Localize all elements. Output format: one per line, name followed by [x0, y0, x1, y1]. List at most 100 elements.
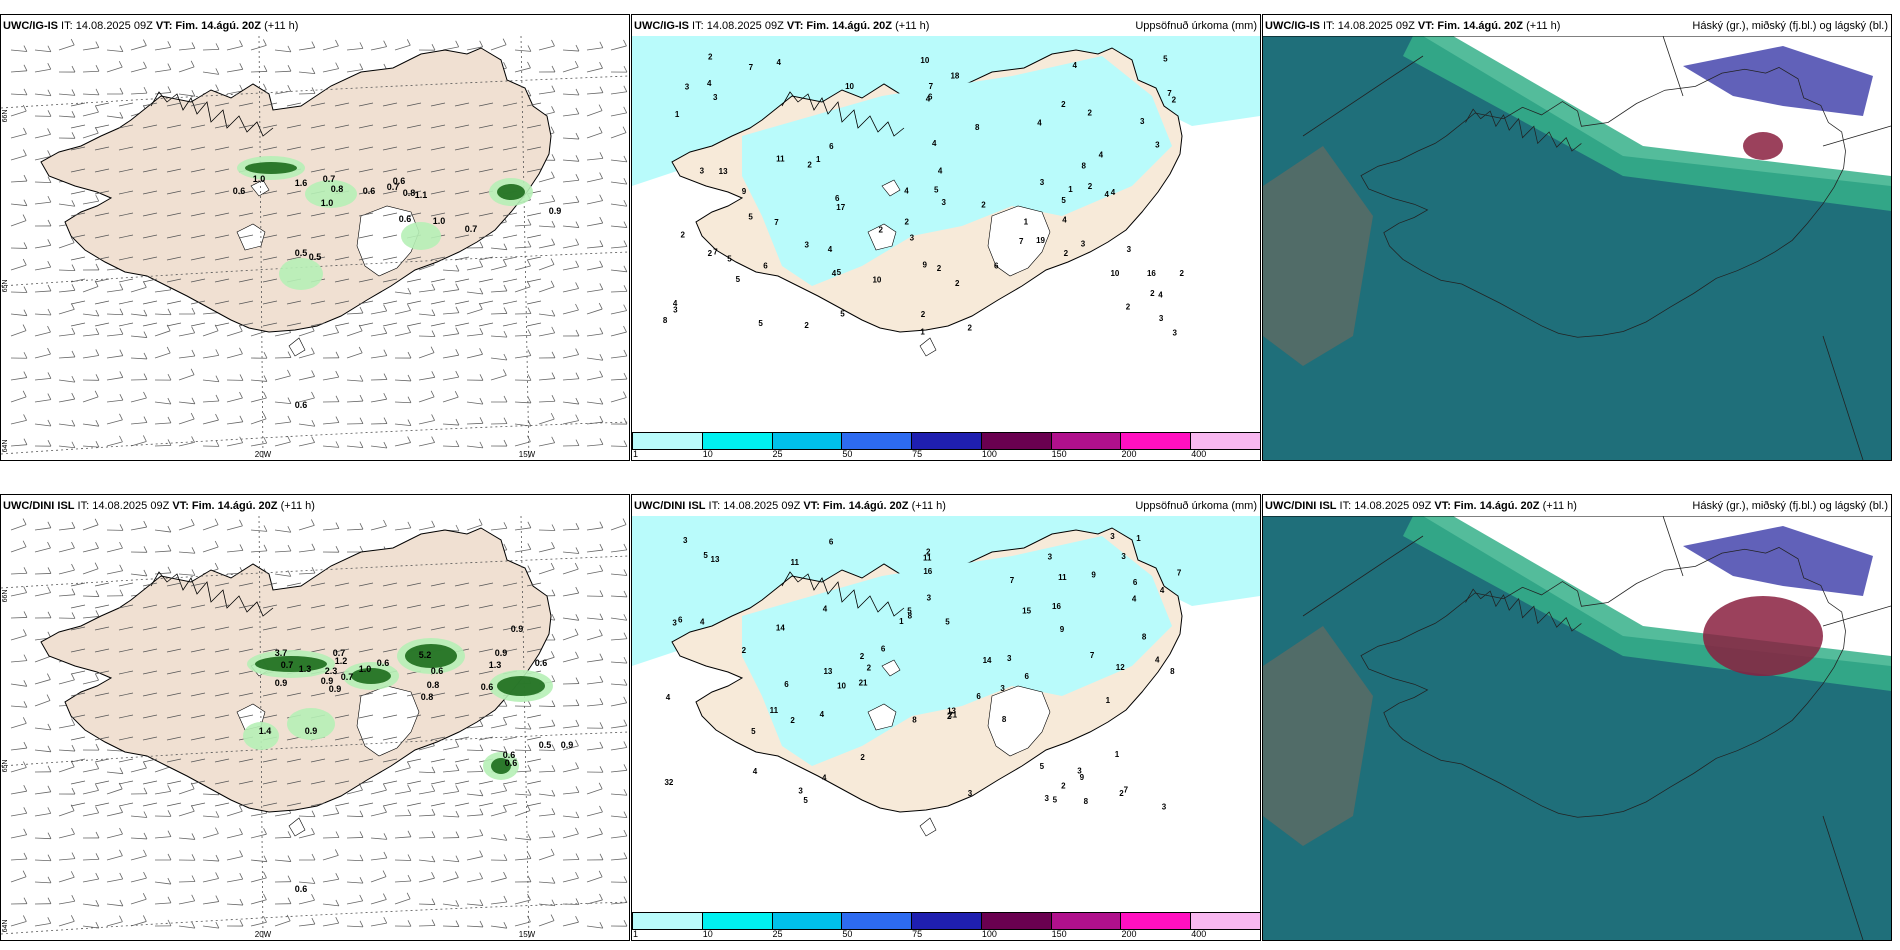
wind-barb [154, 444, 172, 447]
wind-barb-flag [430, 346, 435, 353]
gust-value-label: 0.7 [281, 660, 294, 670]
gust-value-label: 0.9 [495, 648, 508, 658]
wind-barb [586, 925, 603, 929]
field-title: Uppsöfnuð úrkoma (mm) [1135, 500, 1257, 512]
wind-barb-flag [22, 390, 27, 398]
wind-barb [430, 322, 446, 327]
wind-barb [154, 881, 171, 885]
panel-header: UWC/IG-IS IT: 14.08.2025 09Z VT: Fim. 14… [1, 16, 629, 36]
wind-barb-flag [599, 741, 604, 749]
wind-barb-flag [575, 329, 580, 337]
wind-barb [10, 812, 27, 817]
wind-barb [118, 626, 134, 631]
precip-value-label: 7 [929, 82, 934, 91]
wind-barb-flag [23, 807, 28, 814]
wind-barb-flag [623, 696, 628, 703]
wind-barb-flag [191, 854, 196, 861]
wind-barb [526, 582, 542, 587]
wind-barb [106, 441, 123, 447]
precip-value-label: 4 [700, 618, 705, 627]
graticule [1, 36, 629, 460]
wind-barb [130, 422, 147, 425]
wind-barb-flag [119, 112, 124, 119]
wind-barb-flag [599, 415, 604, 423]
wind-barb [322, 837, 340, 839]
gust-value-label: 0.9 [561, 740, 574, 750]
wind-barb [466, 856, 483, 861]
wind-barb-flag [119, 767, 124, 774]
valid-time: Fim. 14.ágú. 20Z [1437, 20, 1524, 32]
wind-barb-flag [335, 873, 340, 880]
wind-barb [466, 308, 483, 315]
precip-value-label: 6 [928, 93, 933, 102]
wind-barb [610, 595, 627, 598]
precip-value-label: 1 [1115, 750, 1120, 759]
wind-barb-flag [215, 43, 220, 50]
wind-barb-flag [455, 264, 460, 272]
wind-barb [94, 300, 110, 305]
wind-barb-flag [190, 368, 195, 375]
wind-barb [466, 903, 483, 906]
wind-barb-flag [575, 414, 579, 421]
precip-value-label: 8 [1081, 162, 1086, 171]
wind-barb [94, 758, 110, 763]
wind-barb [430, 300, 446, 305]
wind-barb [274, 812, 291, 817]
wind-barb-flag [47, 917, 52, 924]
wind-barb-flag [95, 41, 100, 48]
wind-barb-flag [383, 417, 388, 424]
wind-barb [406, 278, 422, 283]
wind-barb-flag [167, 373, 172, 381]
init-label: IT: [58, 20, 76, 32]
lon-label-20w: 20W [255, 450, 272, 459]
wind-barb [34, 93, 51, 97]
wind-barb-flag [599, 722, 604, 729]
wind-barb-flag [70, 871, 75, 878]
wind-barb-flag [95, 263, 100, 271]
wind-barb [586, 333, 603, 337]
wind-barb [502, 802, 518, 807]
wind-barb [106, 49, 123, 53]
wind-barb [514, 858, 531, 861]
wind-barb-flag [598, 126, 603, 133]
wind-barb [586, 178, 603, 183]
wind-barb-flag [599, 240, 604, 247]
wind-barb [214, 758, 230, 763]
wind-barb [58, 242, 75, 249]
wind-barb [586, 246, 603, 249]
wind-barb [226, 68, 243, 73]
wind-barb-flag [503, 805, 507, 812]
wind-barb [58, 833, 75, 839]
wind-barb-flag [527, 218, 532, 226]
wind-barb [358, 802, 374, 807]
wind-barb [466, 46, 483, 51]
precip-value-label: 6 [1133, 578, 1138, 587]
gust-value-label: 0.6 [505, 758, 518, 768]
wind-barb [406, 714, 422, 719]
wind-barb-flag [623, 764, 628, 771]
wind-barb-flag [383, 304, 388, 312]
wind-barb-flag [119, 413, 123, 421]
wind-barb [454, 714, 470, 719]
wind-barb-flag [575, 811, 580, 818]
wind-barb [334, 780, 350, 785]
wind-barb [490, 901, 507, 905]
wind-barb [358, 212, 374, 217]
wind-barb [526, 300, 542, 305]
wind-barb-flag [575, 699, 580, 706]
wind-barb [190, 300, 206, 305]
wind-barb [442, 877, 459, 883]
cloud-overlap [1263, 626, 1373, 846]
colorbar-tick: 10 [702, 929, 713, 939]
field-title: Uppsöfnuð úrkoma (mm) [1135, 20, 1257, 32]
precip-value-label: 21 [859, 679, 868, 688]
wind-barb [346, 445, 363, 448]
wind-barb [514, 67, 531, 73]
wind-barb-flag [23, 567, 28, 574]
wind-barb [274, 573, 291, 577]
wind-barb [106, 812, 123, 817]
wind-barb [490, 357, 507, 361]
model-name: UWC/IG-IS [1265, 20, 1320, 32]
wind-barb-flag [262, 39, 267, 46]
wind-barb [394, 44, 411, 51]
